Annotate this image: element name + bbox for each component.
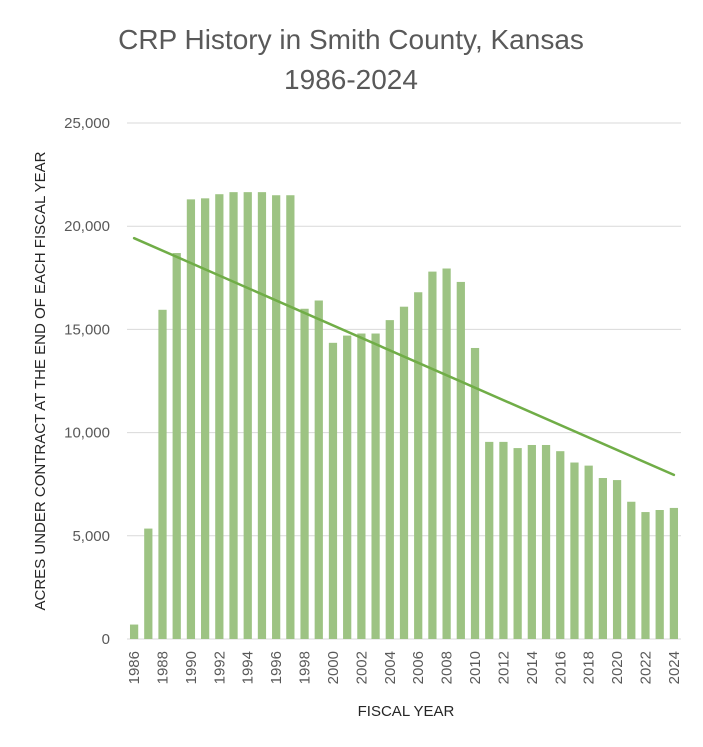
x-tick-label: 1986 [126, 651, 143, 684]
x-axis-label: FISCAL YEAR [358, 703, 455, 720]
y-tick-label: 5,000 [72, 528, 110, 545]
bar [286, 195, 295, 640]
bar [215, 194, 224, 639]
x-tick-label: 2010 [467, 651, 484, 684]
x-axis-ticks: 1986 1988 1990 1992 1994 1996 1998 2000 2002 2004… [126, 651, 683, 684]
bar [328, 342, 338, 639]
y-axis-label: ACRES UNDER CONTRACT AT THE END OF EACH … [32, 151, 49, 610]
bar [186, 199, 196, 640]
bar [669, 507, 679, 639]
y-tick-label: 15,000 [64, 321, 110, 338]
bar [144, 528, 153, 639]
bar [229, 192, 238, 640]
x-tick-label: 2018 [581, 651, 598, 684]
bar [300, 308, 309, 639]
bar [414, 292, 423, 639]
bar [513, 448, 522, 639]
y-tick-label: 10,000 [64, 425, 110, 442]
bar [357, 333, 366, 639]
bar [470, 347, 480, 639]
bar [499, 441, 508, 639]
bar [129, 624, 139, 639]
chart-title: CRP History in Smith County, Kansas [118, 24, 584, 55]
bar [598, 478, 607, 639]
y-tick-label: 20,000 [64, 218, 110, 235]
x-tick-label: 2016 [552, 651, 569, 684]
bar [172, 253, 181, 640]
bar [158, 309, 167, 639]
bar [385, 320, 394, 639]
bar [641, 512, 650, 639]
y-axis-ticks: 0 5,000 10,000 15,000 20,000 25,000 [64, 115, 110, 648]
x-tick-label: 2012 [495, 651, 512, 684]
bar [527, 444, 536, 639]
bar [343, 335, 352, 639]
x-tick-label: 1998 [297, 651, 314, 684]
y-tick-label: 0 [102, 631, 110, 648]
bar [257, 192, 267, 640]
trendline [132, 236, 676, 477]
bar [627, 501, 636, 639]
bar [584, 465, 593, 639]
x-tick-label: 1990 [183, 651, 200, 684]
bar [541, 444, 551, 639]
x-tick-label: 2000 [325, 651, 342, 684]
bar [272, 195, 281, 640]
x-tick-label: 1994 [240, 651, 257, 684]
bar [456, 281, 465, 639]
x-tick-label: 1992 [211, 651, 228, 684]
bar [243, 192, 252, 640]
x-tick-label: 2002 [353, 651, 370, 684]
bar [314, 300, 323, 639]
x-tick-label: 1996 [268, 651, 285, 684]
bar [201, 198, 210, 639]
x-tick-label: 2006 [410, 651, 427, 684]
x-tick-label: 2024 [666, 651, 683, 684]
bar [655, 510, 664, 639]
x-tick-label: 1988 [155, 651, 172, 684]
bar-series [129, 192, 679, 640]
x-tick-label: 2004 [382, 651, 399, 684]
x-tick-label: 2020 [609, 651, 626, 684]
trendline-group [132, 236, 676, 477]
chart-subtitle: 1986-2024 [284, 64, 418, 95]
bar [570, 462, 579, 639]
x-tick-label: 2014 [524, 651, 541, 684]
bar [399, 306, 409, 639]
bar [428, 271, 437, 639]
bar [556, 451, 565, 639]
bar [612, 480, 622, 639]
bar [442, 268, 451, 639]
bar [371, 333, 380, 639]
bar [485, 441, 494, 639]
x-tick-label: 2008 [439, 651, 456, 684]
y-tick-label: 25,000 [64, 115, 110, 132]
x-tick-label: 2022 [637, 651, 654, 684]
